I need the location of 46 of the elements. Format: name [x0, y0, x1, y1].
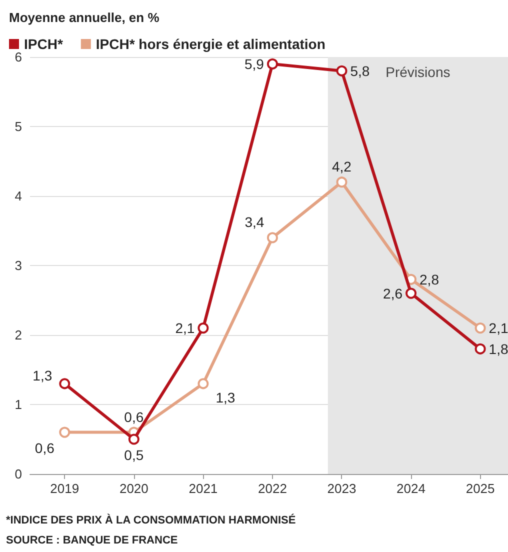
point: [128, 434, 140, 445]
point: [198, 378, 209, 390]
point: [336, 176, 348, 188]
data-label: 0,5: [124, 446, 144, 463]
point: [198, 322, 209, 334]
point: [474, 343, 486, 354]
x-tick-label: 2023: [327, 481, 356, 496]
data-label: 0,6: [124, 408, 144, 425]
data-label: 2,1: [175, 320, 195, 336]
data-label: 4,2: [332, 158, 352, 175]
x-tick-label: 2020: [119, 481, 148, 496]
y-tick-label: 2: [14, 328, 22, 342]
chart-title: Moyenne annuelle, en %: [9, 10, 160, 25]
point: [336, 65, 348, 76]
band-label: Prévisions: [386, 64, 450, 80]
legend-label: IPCH* hors énergie et alimentation: [96, 36, 326, 52]
text: *INDICE DES PRIX À LA CONSOMMATION HARMONISÉ: [6, 514, 296, 526]
data-label: 2,1: [488, 320, 508, 336]
source-note: SOURCE : BANQUE DE FRANCE: [6, 534, 178, 546]
data-label: 5,9: [244, 56, 264, 72]
data-label: 0,6: [34, 440, 55, 456]
x-tick-label: 2019: [50, 481, 80, 496]
y-tick-label: 3: [14, 258, 22, 273]
data-label: 1,3: [216, 390, 236, 406]
data-label: 1,8: [488, 340, 508, 357]
point: [266, 58, 278, 70]
x-tick-label: 2024: [396, 481, 426, 496]
legend-label: IPCH*: [24, 36, 64, 52]
data-label: 3,4: [244, 214, 264, 230]
data-label: 1,3: [32, 368, 52, 384]
point: [474, 322, 486, 334]
y-tick-label: 0: [14, 466, 22, 482]
y-tick-label: 6: [14, 50, 22, 64]
x-tick-label: 2025: [466, 481, 495, 496]
y-tick-label: 4: [14, 188, 22, 204]
x-tick-label: 2021: [188, 481, 218, 496]
point: [59, 426, 70, 438]
x-tick-label: 2022: [258, 481, 287, 496]
y-tick-label: 5: [14, 119, 22, 134]
data-label: 2,6: [383, 285, 403, 302]
point: [59, 378, 70, 390]
data-label: 2,8: [420, 271, 440, 288]
data-label: 5,8: [350, 62, 370, 79]
y-tick-label: 1: [14, 397, 22, 412]
point: [406, 288, 417, 299]
point: [266, 232, 278, 244]
